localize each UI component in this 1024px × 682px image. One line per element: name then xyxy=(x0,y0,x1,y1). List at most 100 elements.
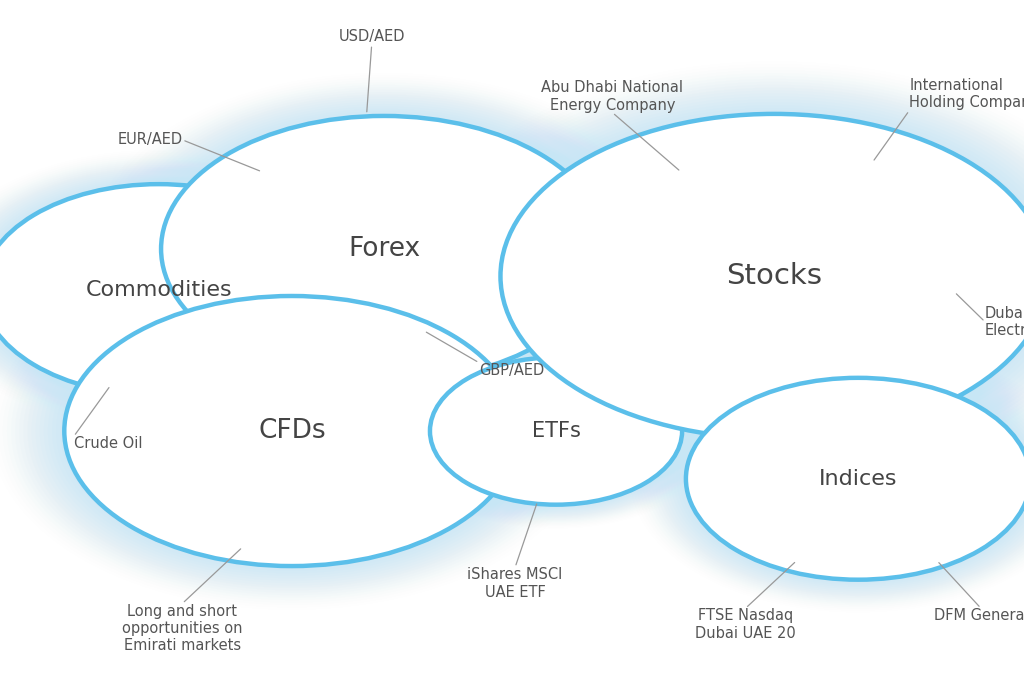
Ellipse shape xyxy=(655,359,1024,598)
Ellipse shape xyxy=(466,93,1024,459)
Ellipse shape xyxy=(446,82,1024,471)
Ellipse shape xyxy=(0,170,357,409)
Ellipse shape xyxy=(137,102,631,396)
Ellipse shape xyxy=(490,108,1024,445)
Ellipse shape xyxy=(412,346,700,516)
Ellipse shape xyxy=(19,269,564,593)
Ellipse shape xyxy=(452,85,1024,468)
Ellipse shape xyxy=(423,353,689,509)
Ellipse shape xyxy=(150,108,618,389)
Ellipse shape xyxy=(0,184,336,396)
Ellipse shape xyxy=(0,165,368,415)
Text: Abu Dhabi National
Energy Company: Abu Dhabi National Energy Company xyxy=(542,80,683,113)
Ellipse shape xyxy=(32,276,552,586)
Text: EUR/AED: EUR/AED xyxy=(117,132,182,147)
Ellipse shape xyxy=(677,372,1024,585)
Ellipse shape xyxy=(0,167,365,413)
Ellipse shape xyxy=(133,99,635,399)
Ellipse shape xyxy=(109,85,659,413)
Ellipse shape xyxy=(414,348,698,514)
Ellipse shape xyxy=(456,87,1024,465)
Ellipse shape xyxy=(0,179,345,401)
Ellipse shape xyxy=(65,296,519,566)
Ellipse shape xyxy=(441,79,1024,473)
Ellipse shape xyxy=(410,346,702,516)
Ellipse shape xyxy=(117,89,651,409)
Ellipse shape xyxy=(461,91,1024,462)
Ellipse shape xyxy=(430,357,682,505)
Ellipse shape xyxy=(125,94,643,404)
Ellipse shape xyxy=(476,100,1024,453)
Ellipse shape xyxy=(153,111,615,387)
Ellipse shape xyxy=(0,177,348,403)
Ellipse shape xyxy=(674,370,1024,587)
Ellipse shape xyxy=(15,267,568,595)
Ellipse shape xyxy=(141,104,627,394)
Ellipse shape xyxy=(471,96,1024,456)
Ellipse shape xyxy=(24,271,560,591)
Ellipse shape xyxy=(145,106,623,391)
Ellipse shape xyxy=(0,169,361,411)
Ellipse shape xyxy=(0,180,342,400)
Ellipse shape xyxy=(48,286,536,576)
Text: Commodities: Commodities xyxy=(85,280,232,300)
Text: iShares MSCI
UAE ETF: iShares MSCI UAE ETF xyxy=(467,567,563,600)
Ellipse shape xyxy=(680,374,1024,583)
Ellipse shape xyxy=(417,349,695,513)
Ellipse shape xyxy=(668,367,1024,591)
Text: Indices: Indices xyxy=(819,469,897,489)
Ellipse shape xyxy=(425,355,687,507)
Ellipse shape xyxy=(0,173,354,407)
Ellipse shape xyxy=(408,344,705,518)
Ellipse shape xyxy=(121,92,647,406)
Ellipse shape xyxy=(36,279,548,583)
Ellipse shape xyxy=(686,378,1024,580)
Ellipse shape xyxy=(665,365,1024,593)
Ellipse shape xyxy=(662,364,1024,594)
Ellipse shape xyxy=(400,340,712,522)
Ellipse shape xyxy=(671,369,1024,589)
Ellipse shape xyxy=(113,87,655,411)
Ellipse shape xyxy=(421,352,691,510)
Ellipse shape xyxy=(496,111,1024,441)
Text: ETFs: ETFs xyxy=(531,421,581,441)
Ellipse shape xyxy=(485,105,1024,447)
Ellipse shape xyxy=(683,376,1024,582)
Ellipse shape xyxy=(0,160,377,420)
Ellipse shape xyxy=(28,274,556,588)
Ellipse shape xyxy=(11,265,572,597)
Ellipse shape xyxy=(480,102,1024,450)
Ellipse shape xyxy=(645,354,1024,604)
Text: Long and short
opportunities on
Emirati markets: Long and short opportunities on Emirati … xyxy=(122,604,243,653)
Ellipse shape xyxy=(406,343,707,519)
Text: GBP/AED: GBP/AED xyxy=(479,363,545,378)
Ellipse shape xyxy=(157,113,611,385)
Ellipse shape xyxy=(652,358,1024,599)
Ellipse shape xyxy=(0,163,371,417)
Text: FTSE Nasdaq
Dubai UAE 20: FTSE Nasdaq Dubai UAE 20 xyxy=(695,608,796,641)
Text: Crude Oil: Crude Oil xyxy=(74,436,142,451)
Ellipse shape xyxy=(501,114,1024,439)
Ellipse shape xyxy=(428,356,684,506)
Text: DFM General: DFM General xyxy=(934,608,1024,623)
Ellipse shape xyxy=(419,351,693,512)
Text: Dubai
Electricity: Dubai Electricity xyxy=(985,306,1024,338)
Ellipse shape xyxy=(0,175,351,405)
Ellipse shape xyxy=(658,361,1024,596)
Ellipse shape xyxy=(129,97,639,401)
Ellipse shape xyxy=(40,282,544,580)
Ellipse shape xyxy=(0,162,374,418)
Text: USD/AED: USD/AED xyxy=(339,29,404,44)
Ellipse shape xyxy=(402,342,710,520)
Ellipse shape xyxy=(60,293,523,569)
Text: Stocks: Stocks xyxy=(726,262,822,291)
Text: International
Holding Company: International Holding Company xyxy=(909,78,1024,110)
Text: Forex: Forex xyxy=(348,236,420,262)
Ellipse shape xyxy=(649,356,1024,602)
Ellipse shape xyxy=(56,291,527,571)
Ellipse shape xyxy=(44,284,540,578)
Ellipse shape xyxy=(436,76,1024,477)
Ellipse shape xyxy=(52,288,531,574)
Text: CFDs: CFDs xyxy=(258,418,326,444)
Ellipse shape xyxy=(161,116,607,382)
